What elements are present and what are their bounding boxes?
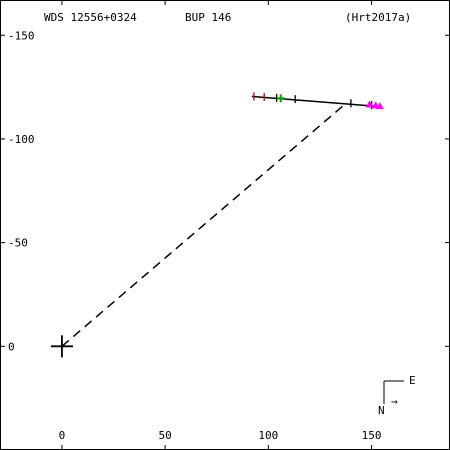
wds-label: WDS 12556+0324 — [44, 11, 137, 24]
primary-to-orbit-dashed-line — [61, 102, 348, 347]
y-tick-label: -100 — [8, 133, 35, 146]
y-tick-label: -50 — [8, 237, 28, 250]
orientation-compass: E N → — [378, 374, 416, 417]
x-tick-label: 150 — [362, 429, 382, 442]
compass-east-label: E — [409, 374, 416, 387]
observation-plus — [276, 94, 285, 103]
y-tick-label: 0 — [8, 340, 15, 353]
reference-label: (Hrt2017a) — [345, 11, 411, 24]
compass-north-label: N — [378, 404, 385, 417]
observation-marks — [253, 92, 384, 110]
observation-triangle — [365, 100, 374, 108]
disc-label: BUP 146 — [185, 11, 231, 24]
observation-triangle — [375, 102, 384, 110]
x-tick-label: 100 — [258, 429, 278, 442]
x-tick-label: 0 — [59, 429, 66, 442]
primary-star-marker — [50, 335, 73, 358]
y-tick-label: -150 — [8, 29, 35, 42]
axis-tick-labels: 0 50 100 150 0 -50 -100 -150 — [8, 29, 381, 442]
compass-arrow-icon: → — [391, 395, 398, 408]
x-tick-label: 50 — [159, 429, 172, 442]
orbit-track-line — [251, 95, 382, 108]
